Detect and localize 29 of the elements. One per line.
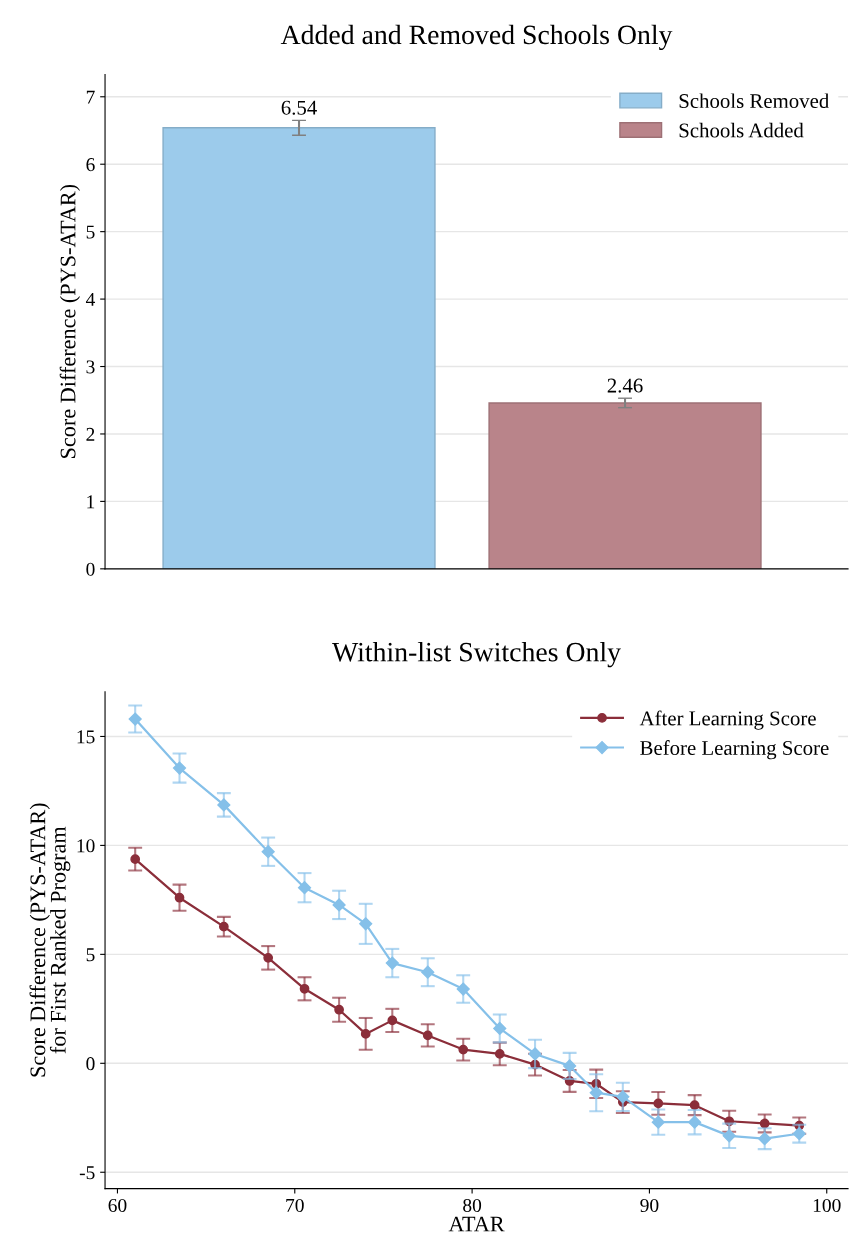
x-tick-label: 80 — [463, 1198, 482, 1212]
x-tick-label: 100 — [813, 1198, 841, 1212]
chart-title: Added and Removed Schools Only — [280, 24, 673, 50]
x-tick-label: 70 — [286, 1198, 304, 1212]
chart-title: Within-list Switches Only — [332, 641, 621, 668]
y-tick-label: 1 — [87, 495, 95, 509]
y-tick-label: 0 — [86, 562, 95, 576]
data-label: 6.54 — [281, 100, 317, 115]
y-tick-label: 2 — [86, 427, 95, 441]
y-tick-label: 7 — [86, 90, 95, 104]
legend-label: Before Learning Score — [640, 740, 829, 760]
y-tick-label: 15 — [77, 730, 95, 744]
y-tick-label: 6 — [86, 158, 95, 172]
y-tick-label: -5 — [79, 1166, 95, 1180]
legend-label: Schools Added — [679, 122, 804, 138]
x-axis-title: ATAR — [448, 1216, 505, 1232]
legend-label: Schools Removed — [679, 93, 830, 109]
y-tick-label: 4 — [85, 293, 96, 306]
y-tick-label: 5 — [86, 225, 95, 239]
x-tick-label: 90 — [640, 1198, 659, 1212]
x-tick-label: 60 — [108, 1198, 127, 1212]
y-axis-title: Score Difference (PYS-ATAR) — [59, 184, 81, 458]
y-tick-label: 0 — [86, 1057, 95, 1071]
y-tick-label: 10 — [77, 839, 95, 853]
y-axis-title: Score Difference (PYS-ATAR) for First Ranked Program — [29, 803, 71, 1077]
data-label: 2.46 — [607, 378, 643, 393]
y-tick-label: 5 — [86, 948, 95, 962]
y-tick-label: 3 — [86, 360, 95, 374]
legend-label: After Learning Score — [639, 710, 816, 730]
